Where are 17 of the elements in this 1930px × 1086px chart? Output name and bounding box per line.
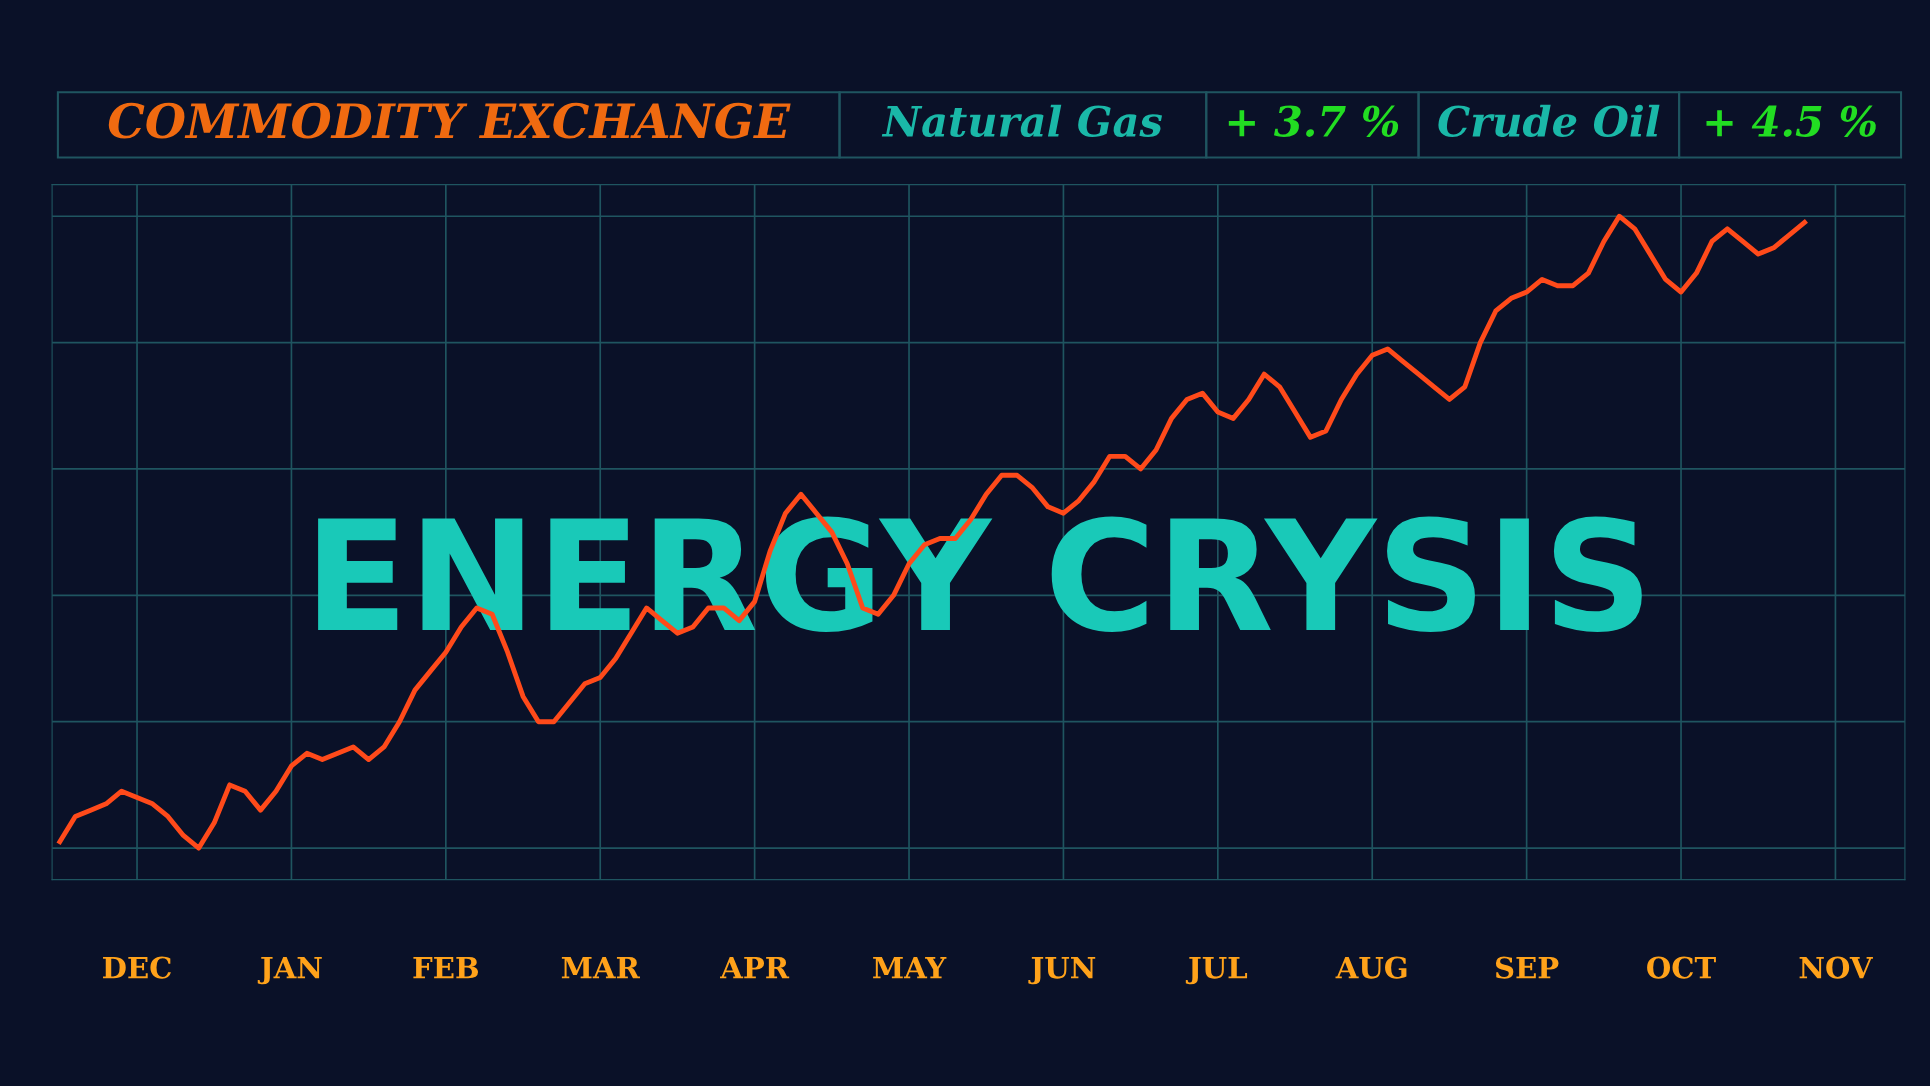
text: COMMODITY EXCHANGE — [108, 102, 791, 139]
x-tick-label: OCT — [1647, 956, 1716, 979]
x-tick-label: JUN — [1028, 956, 1096, 985]
text: Natural Gas — [881, 104, 1163, 137]
x-tick-label: MAY — [873, 956, 947, 979]
text: + 4.5 % — [1706, 105, 1876, 137]
x-tick-label: NOV — [1799, 956, 1873, 979]
x-tick-label: APR — [720, 956, 790, 979]
x-tick-label: DEC — [103, 956, 171, 979]
text: Crude Oil — [1438, 104, 1660, 137]
x-tick-label: SEP — [1495, 956, 1559, 979]
text: + 3.7 % — [1228, 105, 1399, 137]
x-tick-label: MAR — [561, 956, 640, 979]
x-tick-label: AUG — [1335, 956, 1407, 979]
x-tick-label: JAN — [257, 956, 322, 985]
x-tick-label: JUL — [1185, 956, 1248, 985]
x-tick-label: FEB — [413, 956, 479, 979]
